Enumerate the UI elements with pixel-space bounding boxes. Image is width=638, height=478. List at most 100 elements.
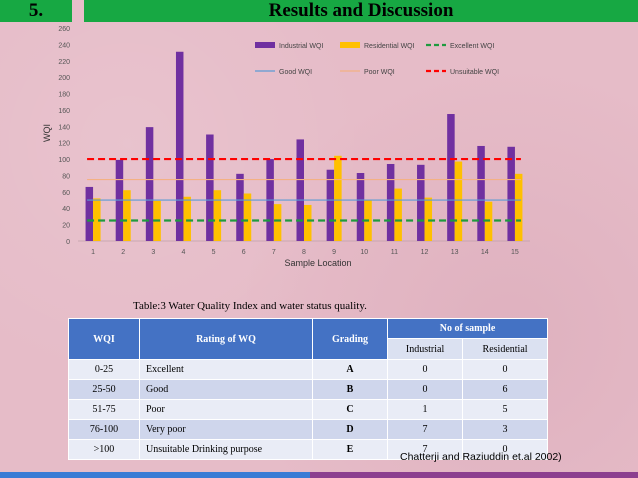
header-no-of-sample: No of sample — [387, 318, 548, 339]
cell-residential: 3 — [462, 419, 548, 440]
x-tick-label: 3 — [151, 249, 155, 256]
legend-unsuitable-label: Unsuitable WQI — [450, 69, 499, 76]
table-row: >100 Unsuitable Drinking purpose E 7 0 — [68, 439, 548, 460]
legend-poor-label: Poor WQI — [364, 69, 395, 76]
y-tick-label: 100 — [58, 157, 70, 164]
bar-industrial — [175, 51, 184, 241]
cell-rating: Excellent — [139, 359, 313, 380]
y-tick-label: 180 — [58, 92, 70, 99]
x-tick-label: 4 — [182, 249, 186, 256]
x-axis-label: Sample Location — [284, 258, 351, 268]
y-tick-label: 20 — [62, 223, 70, 230]
bar-residential — [93, 198, 101, 241]
water-quality-table: WQI Rating of WQ Grading No of sample In… — [68, 318, 548, 460]
reference-lines — [87, 157, 521, 222]
x-tick-label: 6 — [242, 249, 246, 256]
cell-residential: 6 — [462, 379, 548, 400]
y-tick-label: 260 — [58, 26, 70, 33]
table-row: 25-50 Good B 0 6 — [68, 379, 548, 400]
x-tick-label: 8 — [302, 249, 306, 256]
subheader-residential: Residential — [462, 338, 548, 360]
cell-grade: D — [312, 419, 388, 440]
bars — [85, 51, 523, 241]
bottom-stripe — [0, 472, 638, 478]
table-row: 76-100 Very poor D 7 3 — [68, 419, 548, 440]
bar-residential — [454, 161, 463, 241]
header-wqi: WQI — [68, 318, 140, 360]
slide-title: Results and Discussion — [84, 0, 638, 22]
bar-residential — [183, 196, 191, 241]
legend-good-label: Good WQI — [279, 69, 312, 76]
x-tick-label: 7 — [272, 249, 276, 256]
y-axis-label: WQI — [42, 124, 52, 142]
header-rating: Rating of WQ — [139, 318, 313, 360]
cell-wqi: 25-50 — [68, 379, 140, 400]
citation: Chatterji and Raziuddin et.al 2002) — [400, 451, 562, 463]
cell-industrial: 7 — [386, 419, 464, 440]
table-row: 51-75 Poor C 1 5 — [68, 399, 548, 420]
cell-wqi: >100 — [68, 439, 140, 460]
x-tick-label: 9 — [332, 249, 336, 256]
y-tick-label: 240 — [58, 42, 70, 49]
bar-industrial — [145, 127, 154, 241]
bar-industrial — [236, 173, 244, 241]
bar-industrial — [447, 114, 455, 241]
x-tick-label: 2 — [121, 249, 125, 256]
cell-grade: E — [312, 439, 388, 460]
cell-residential: 0 — [462, 439, 548, 460]
header-bar: 5. Results and Discussion — [0, 0, 638, 22]
bar-industrial — [417, 164, 425, 241]
bar-residential — [394, 188, 402, 241]
bar-residential — [514, 173, 523, 241]
y-tick-label: 160 — [58, 108, 70, 115]
section-number: 5. — [0, 0, 72, 22]
bottom-stripe-purple — [310, 472, 638, 478]
header-grading: Grading — [312, 318, 388, 360]
y-tick-label: 200 — [58, 75, 70, 82]
cell-wqi: 76-100 — [68, 419, 140, 440]
bar-residential — [304, 204, 312, 241]
y-axis: 0 20 40 60 80 100 120 140 160 180 200 220 240 260 — [58, 26, 70, 246]
x-tick-label: 1 — [91, 249, 95, 256]
bar-residential — [424, 197, 433, 241]
cell-grade: B — [312, 379, 388, 400]
x-tick-label: 10 — [360, 249, 368, 256]
y-tick-label: 0 — [66, 239, 70, 246]
x-tick-label: 11 — [391, 249, 398, 256]
bottom-stripe-blue — [0, 472, 310, 478]
bar-industrial — [356, 173, 365, 241]
x-tick-label: 12 — [421, 249, 429, 256]
y-tick-label: 140 — [58, 124, 70, 131]
bar-residential — [334, 155, 342, 241]
bar-industrial — [206, 134, 214, 241]
bar-residential — [243, 193, 252, 241]
y-tick-label: 60 — [62, 190, 70, 197]
legend-residential-label: Residential WQI — [364, 43, 415, 50]
cell-industrial: 0 — [386, 359, 464, 380]
legend: Industrial WQI Residential WQI Excellent W… — [255, 42, 499, 76]
y-tick-label: 40 — [62, 206, 70, 213]
cell-industrial: 0 — [386, 379, 464, 400]
bar-industrial — [296, 139, 304, 241]
y-tick-label: 80 — [62, 173, 70, 180]
cell-grade: C — [312, 399, 388, 420]
x-tick-label: 13 — [451, 249, 459, 256]
x-tick-label: 5 — [212, 249, 216, 256]
table-header-row: WQI Rating of WQ Grading No of sample — [68, 318, 548, 360]
bar-residential — [273, 204, 282, 241]
cell-rating: Unsuitable Drinking purpose — [139, 439, 313, 460]
cell-rating: Poor — [139, 399, 313, 420]
cell-rating: Good — [139, 379, 313, 400]
table-row: 0-25 Excellent A 0 0 — [68, 359, 548, 380]
cell-grade: A — [312, 359, 388, 380]
y-tick-label: 220 — [58, 59, 70, 66]
legend-excellent-label: Excellent WQI — [450, 43, 494, 50]
subheader-industrial: Industrial — [386, 338, 464, 360]
cell-wqi: 0-25 — [68, 359, 140, 380]
x-tick-label: 15 — [511, 249, 519, 256]
bar-residential — [213, 190, 222, 241]
cell-rating: Very poor — [139, 419, 313, 440]
bar-industrial — [85, 186, 94, 241]
cell-wqi: 51-75 — [68, 399, 140, 420]
x-tick-label: 14 — [481, 249, 489, 256]
